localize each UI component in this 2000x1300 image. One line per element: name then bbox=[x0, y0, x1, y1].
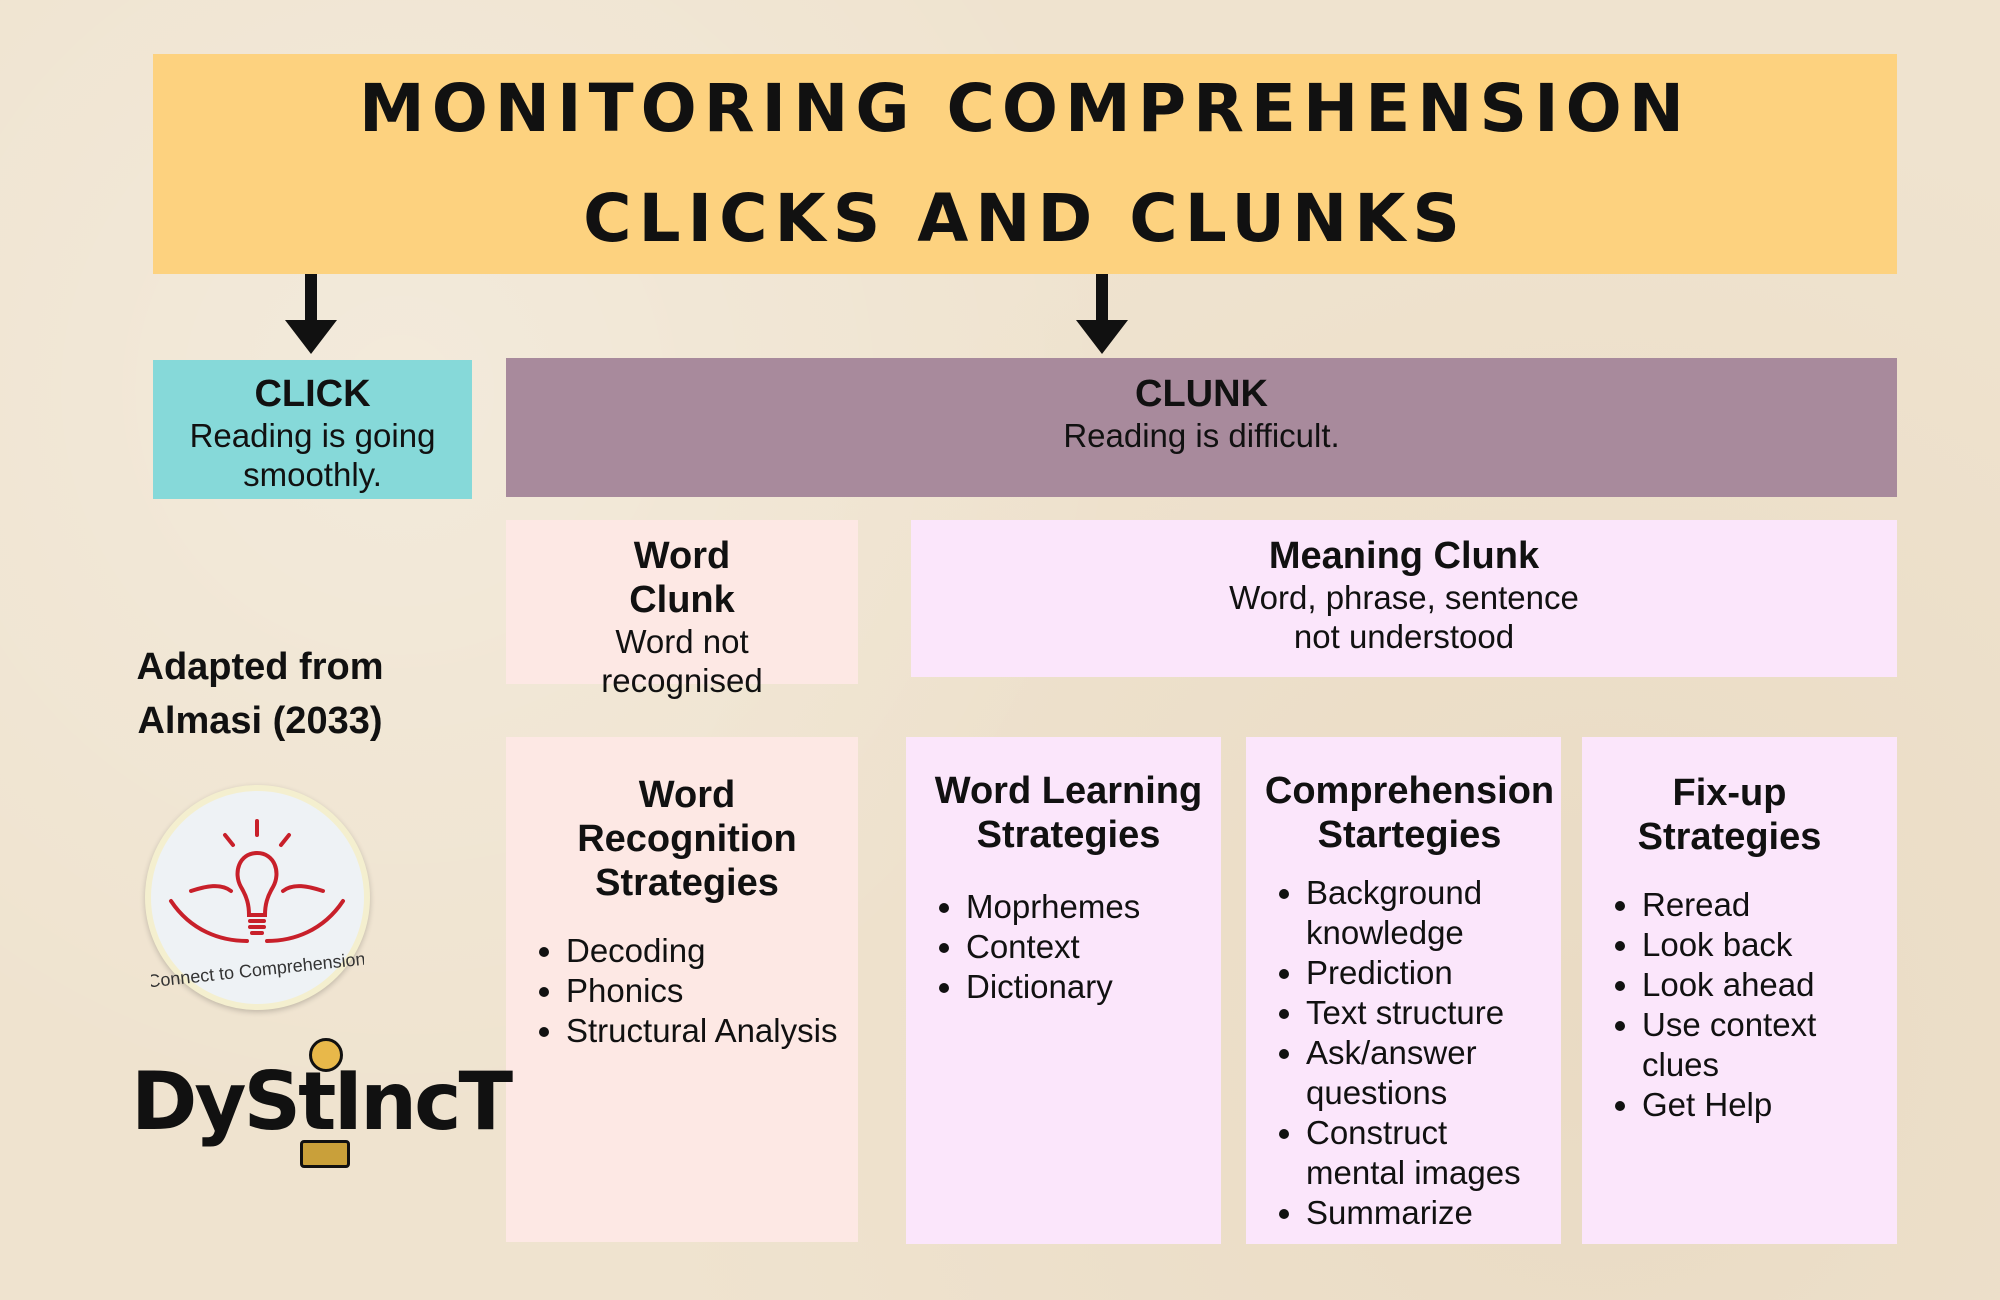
clunk-box: CLUNK Reading is difficult. bbox=[506, 358, 1897, 497]
strategy-list: Background knowledge Prediction Text str… bbox=[1266, 873, 1553, 1233]
title-line-2: CLICKS AND CLUNKS bbox=[583, 180, 1467, 257]
strategy-list: Decoding Phonics Structural Analysis bbox=[526, 931, 837, 1051]
attribution-line-2: Almasi (2033) bbox=[137, 700, 383, 742]
title-line-1: MONITORING COMPREHENSION bbox=[359, 70, 1691, 147]
list-item: Summarize bbox=[1306, 1193, 1553, 1233]
fix-up-box: Fix-up Strategies Reread Look back Look … bbox=[1582, 737, 1897, 1244]
strategy-heading: Word Learning Strategies bbox=[934, 770, 1203, 856]
list-item: Look ahead bbox=[1642, 965, 1857, 1005]
connect-to-comprehension-logo: Connect to Comprehension bbox=[145, 785, 370, 1010]
click-box: CLICK Reading is going smoothly. bbox=[153, 360, 472, 499]
list-item: Get Help bbox=[1642, 1085, 1857, 1125]
list-item: Look back bbox=[1642, 925, 1857, 965]
list-item: Phonics bbox=[566, 971, 837, 1011]
click-heading: CLICK bbox=[254, 373, 371, 415]
strategy-list: Moprhemes Context Dictionary bbox=[926, 887, 1140, 1007]
attribution: Adapted from Almasi (2033) bbox=[100, 640, 420, 748]
strategy-heading: Comprehension Startegies bbox=[1264, 770, 1555, 856]
connect-logo-text: Connect to Comprehension bbox=[151, 949, 364, 992]
list-item: Construct mental images bbox=[1306, 1113, 1553, 1193]
list-item: Structural Analysis bbox=[566, 1011, 837, 1051]
attribution-line-1: Adapted from bbox=[136, 646, 384, 688]
strategy-heading: Fix-up Strategies bbox=[1637, 772, 1822, 858]
clunk-heading: CLUNK bbox=[1135, 373, 1268, 415]
word-clunk-heading: Word Clunk bbox=[629, 535, 735, 621]
globe-icon bbox=[309, 1038, 343, 1072]
strategy-list: Reread Look back Look ahead Use context … bbox=[1602, 885, 1857, 1125]
word-clunk-box: Word Clunk Word not recognised bbox=[506, 520, 858, 699]
list-item: Dictionary bbox=[966, 967, 1140, 1007]
meaning-clunk-line-2: not understood bbox=[1293, 618, 1515, 655]
list-item: Reread bbox=[1642, 885, 1857, 925]
list-item: Ask/answer questions bbox=[1306, 1033, 1553, 1113]
click-text: Reading is going smoothly. bbox=[189, 417, 436, 493]
dystinct-wordmark: DyStIncT bbox=[131, 1055, 513, 1148]
title-banner: MONITORING COMPREHENSION CLICKS AND CLUN… bbox=[153, 54, 1897, 274]
list-item: Text structure bbox=[1306, 993, 1553, 1033]
list-item: Prediction bbox=[1306, 953, 1553, 993]
list-item: Moprhemes bbox=[966, 887, 1140, 927]
list-item: Use context clues bbox=[1642, 1005, 1857, 1085]
strategy-heading: Word Recognition Strategies bbox=[577, 774, 797, 904]
comprehension-box: Comprehension Startegies Background know… bbox=[1246, 737, 1561, 1244]
trophy-base-icon bbox=[300, 1140, 350, 1168]
word-learning-box: Word Learning Strategies Moprhemes Conte… bbox=[906, 737, 1221, 1244]
clunk-text: Reading is difficult. bbox=[1063, 417, 1340, 454]
meaning-clunk-heading: Meaning Clunk bbox=[1268, 535, 1540, 577]
list-item: Background knowledge bbox=[1306, 873, 1553, 953]
dystinct-logo: DyStIncT bbox=[131, 1035, 513, 1170]
meaning-clunk-line-1: Word, phrase, sentence bbox=[1229, 579, 1579, 616]
meaning-clunk-box: Meaning Clunk Word, phrase, sentence not… bbox=[911, 520, 1897, 677]
word-recognition-box: Word Recognition Strategies Decoding Pho… bbox=[506, 737, 858, 1242]
list-item: Context bbox=[966, 927, 1140, 967]
lightbulb-icon: Connect to Comprehension bbox=[146, 819, 366, 992]
list-item: Decoding bbox=[566, 931, 837, 971]
word-clunk-text: Word not recognised bbox=[601, 623, 763, 699]
